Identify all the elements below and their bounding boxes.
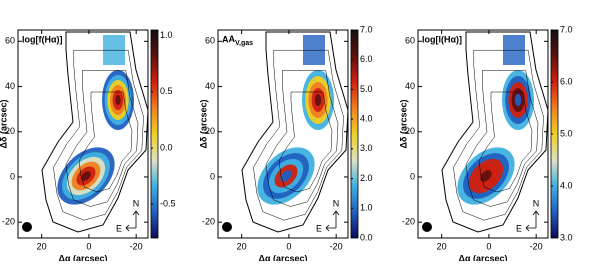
y-tick-label: 20 [5,126,15,136]
colorbar [350,29,359,239]
beam [22,222,32,232]
panel-title-main: A [229,34,236,44]
y-tick-label: 0 [410,171,415,181]
panel-title: log[f(Hα)] [22,34,63,44]
contour [65,70,139,207]
y-axis-label: Δδ (arcsec) [198,100,208,149]
y-tick-label: 60 [205,36,215,46]
y-tick-label: 0 [210,171,215,181]
panel-title: AAV,gas [222,34,253,46]
x-tick-label: 20 [237,241,247,251]
contour [253,49,344,221]
x-tick-label: 0 [486,241,491,251]
emission [115,95,121,105]
colorbar-tick-label: 4.0 [360,114,373,124]
x-tick-label: 0 [286,241,291,251]
beam [422,222,432,232]
axes-frame [417,29,549,239]
emission [480,170,492,182]
colorbar-tick-label: 5.0 [560,128,573,138]
y-axis-label: Δδ (arcsec) [398,100,408,149]
colorbar-tick-label: 7.0 [560,24,573,34]
x-tick-label: -20 [130,241,143,251]
x-axis-label: Δα (arcsec) [458,253,507,261]
axes-frame [217,29,349,239]
contour [278,91,333,193]
colorbar-tick-label: 5.0 [360,84,373,94]
y-tick-label: 40 [205,81,215,91]
colorbar [150,29,159,239]
y-tick-label: -20 [202,217,215,227]
colorbar-tick-label: 1.0 [360,203,373,213]
colorbar-tick-label: 0.0 [160,142,173,152]
compass-east: E [316,223,322,233]
panel-title: log[l(Hα)] [422,34,462,44]
y-tick-label: -20 [402,217,415,227]
colorbar-tick-label: 1.0 [160,30,173,40]
contour [53,49,144,221]
compass-east: E [116,223,122,233]
colorbar-tick-label: 0.0 [360,232,373,242]
panel-title-sub: V,gas [235,40,253,47]
x-tick-label: -20 [530,241,543,251]
y-tick-label: 40 [5,81,15,91]
x-axis-label: Δα (arcsec) [258,253,307,261]
y-tick-label: 20 [405,126,415,136]
contour [41,31,149,233]
contour [478,91,533,193]
y-tick-label: 60 [405,36,415,46]
colorbar-tick-label: 0.5 [160,86,173,96]
contour [241,31,349,233]
colorbar-tick-label: 3.0 [560,232,573,242]
colorbar-tick-label: 6.0 [560,76,573,86]
y-tick-label: 40 [405,81,415,91]
y-tick-label: -20 [2,217,15,227]
compass-arrow [125,210,140,232]
y-tick-label: 60 [5,36,15,46]
contour [78,91,133,193]
beam [222,222,232,232]
compass-north: N [133,198,140,208]
compass-arrow [525,210,540,232]
colorbar-tick-label: -0.5 [160,199,176,209]
contour [465,70,539,207]
emission [280,170,292,182]
axes-frame [17,29,149,239]
contour [265,70,339,207]
emission [514,94,522,106]
contour [441,31,549,233]
colorbar-tick-label: 6.0 [360,54,373,64]
x-tick-label: 0 [86,241,91,251]
colorbar-tick-label: 2.0 [360,173,373,183]
compass-north: N [533,198,540,208]
x-tick-label: -20 [330,241,343,251]
x-axis-label: Δα (arcsec) [58,253,107,261]
colorbar-tick-label: 3.0 [360,143,373,153]
contour [453,49,544,221]
y-axis-label: Δδ (arcsec) [0,100,8,149]
compass-arrow [325,210,340,232]
x-tick-label: 20 [37,241,47,251]
y-tick-label: 0 [10,171,15,181]
x-tick-label: 20 [437,241,447,251]
panel: N E AAV,gas 20 0 -20 -20 0 20 40 60 Δα (arcsec) Δδ (… [198,24,373,263]
compass-north: N [333,198,340,208]
emission [81,171,91,181]
colorbar-tick-label: 4.0 [560,180,573,190]
compass-east: E [516,223,522,233]
emission [314,94,322,106]
colorbar-tick-label: 7.0 [360,24,373,34]
y-tick-label: 20 [205,126,215,136]
